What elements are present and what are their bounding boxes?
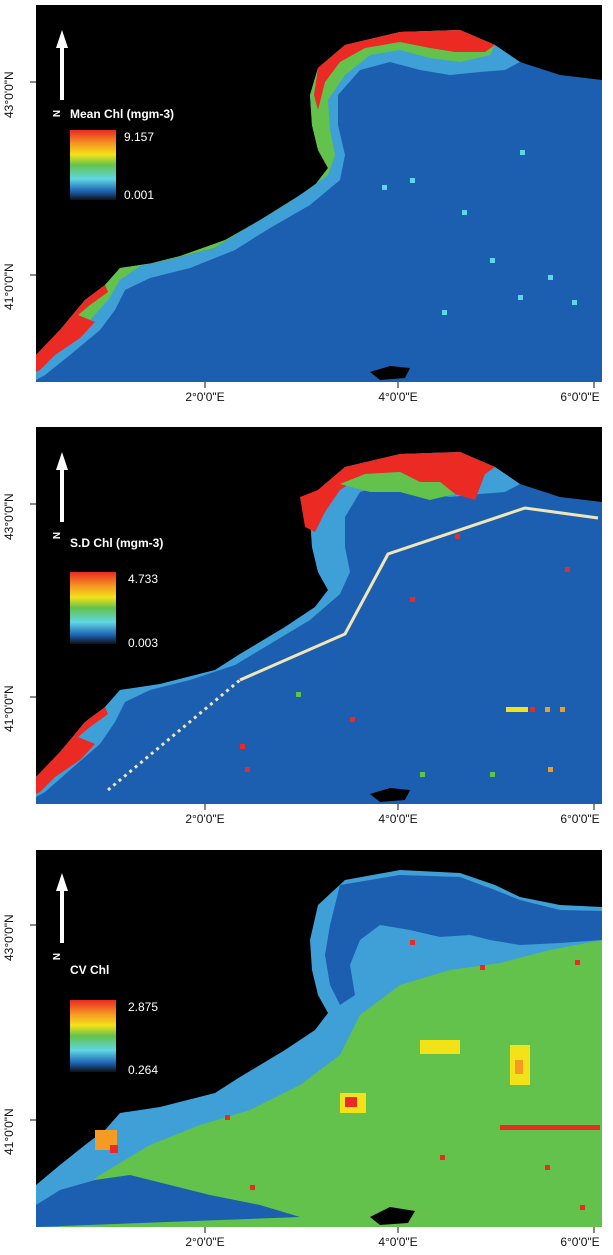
lon-label-4: 4°0'0"E: [378, 390, 418, 404]
legend-colorbar: [70, 130, 116, 200]
panel-sd-chl: N S.D Chl (mgm-3) 4.733 0.003 43°0'0"N 4…: [0, 422, 613, 832]
lat-label-41: 41°0'0"N: [2, 263, 16, 310]
axis-ticks: [30, 503, 595, 810]
lon-label-2: 2°0'0"E: [185, 390, 225, 404]
lon-label-6: 6°0'0"E: [560, 390, 600, 404]
north-letter: N: [52, 531, 64, 540]
axis-ticks: [30, 924, 595, 1233]
island: [370, 366, 410, 380]
island: [370, 1207, 415, 1225]
legend-max: 9.157: [124, 130, 155, 144]
panel-cv-chl: N CV Chl 2.875 0.264 43°0'0"N 41°0'0"N 2…: [0, 845, 613, 1255]
lat-label-43: 43°0'0"N: [2, 914, 16, 961]
lat-label-43: 43°0'0"N: [2, 493, 16, 540]
axis-ticks: [30, 81, 595, 388]
lat-label-41: 41°0'0"N: [2, 685, 16, 732]
north-arrow-icon: [56, 873, 68, 943]
legend-title: S.D Chl (mgm-3): [70, 536, 164, 550]
scattered-pixels: [240, 534, 570, 777]
lon-label-6: 6°0'0"E: [560, 1235, 600, 1249]
island: [370, 788, 410, 802]
legend-colorbar: [70, 1000, 116, 1072]
blue-region-north: [325, 875, 602, 1005]
legend-min: 0.003: [128, 636, 159, 650]
north-arrow-icon: [56, 30, 68, 100]
legend-max: 2.875: [128, 1000, 159, 1014]
track-line: [239, 506, 599, 682]
legend-max: 4.733: [128, 572, 159, 586]
coastal-band-cyan: [36, 30, 520, 380]
map-sd-chl: [30, 427, 602, 810]
scattered-pixels: [382, 150, 577, 315]
legend-title: CV Chl: [70, 963, 110, 977]
legend-colorbar: [70, 572, 116, 644]
legend-title: Mean Chl (mgm-3): [70, 107, 175, 121]
sea-area: [36, 452, 602, 804]
lon-label-2: 2°0'0"E: [185, 812, 225, 826]
lat-label-41: 41°0'0"N: [2, 1108, 16, 1155]
legend-min: 0.001: [124, 188, 155, 202]
panel-mean-chl: N Mean Chl (mgm-3) 9.157 0.001 43°0'0"N …: [0, 0, 613, 410]
track-line-dotted: [107, 678, 241, 792]
coastal-band-red: [36, 452, 495, 794]
lon-label-4: 4°0'0"E: [378, 1235, 418, 1249]
coastal-band-green: [340, 472, 455, 500]
green-region: [60, 940, 602, 1227]
lat-label-43: 43°0'0"N: [2, 71, 16, 118]
map-mean-chl: [30, 5, 602, 388]
lon-label-6: 6°0'0"E: [560, 812, 600, 826]
lon-label-4: 4°0'0"E: [378, 812, 418, 826]
sea-area: [36, 30, 602, 382]
lon-label-2: 2°0'0"E: [185, 1235, 225, 1249]
north-arrow-icon: [56, 452, 68, 522]
north-letter: N: [52, 109, 64, 118]
map-cv-chl: [30, 850, 602, 1233]
hotspot-pixels: [95, 940, 600, 1210]
legend-min: 0.264: [128, 1063, 159, 1077]
north-letter: N: [52, 952, 64, 961]
blue-region-south: [36, 1175, 300, 1227]
